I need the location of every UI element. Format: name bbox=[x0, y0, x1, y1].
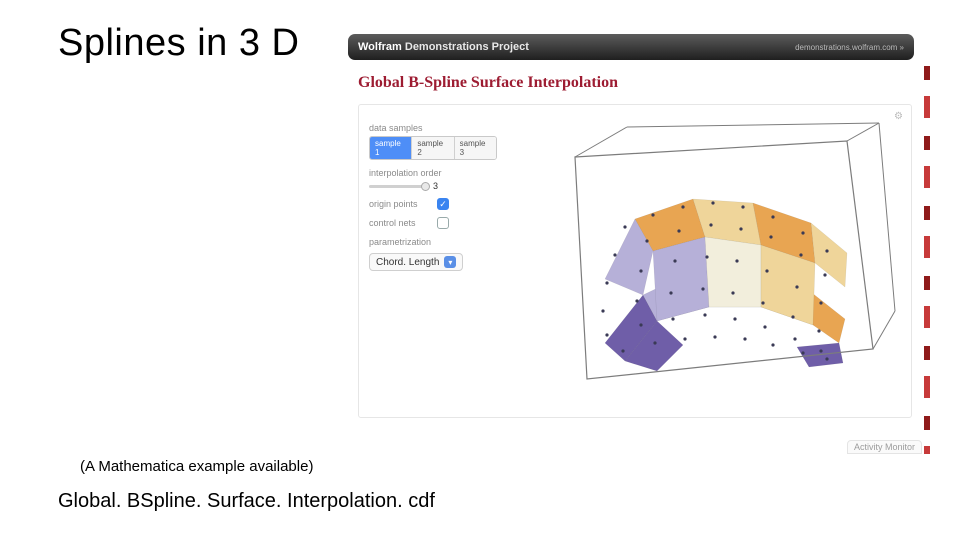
sample-tab-3[interactable]: sample 3 bbox=[454, 137, 496, 159]
activity-monitor-tab: Activity Monitor bbox=[847, 440, 922, 454]
filename-note: Global. BSpline. Surface. Interpolation.… bbox=[58, 490, 435, 513]
demo-title: Global B-Spline Surface Interpolation bbox=[358, 74, 618, 92]
slider-track[interactable] bbox=[369, 185, 429, 188]
slider-knob[interactable] bbox=[421, 182, 430, 191]
chevron-down-icon: ▾ bbox=[444, 256, 456, 268]
demo-frame: ⚙ data samples sample 1 sample 2 sample … bbox=[358, 104, 912, 418]
sample-tab-2[interactable]: sample 2 bbox=[411, 137, 453, 159]
interp-order-slider[interactable]: 3 bbox=[369, 181, 497, 191]
surface-plot bbox=[507, 111, 905, 411]
parametrization-value: Chord. Length bbox=[376, 257, 439, 268]
interp-order-label: interpolation order bbox=[369, 168, 497, 178]
sample-tabs: sample 1 sample 2 sample 3 bbox=[369, 136, 497, 160]
origin-points-checkbox[interactable]: ✓ bbox=[437, 198, 449, 210]
slide-title: Splines in 3 D bbox=[58, 22, 299, 65]
brand-prefix: Wolfram bbox=[358, 41, 402, 53]
control-nets-label: control nets bbox=[369, 218, 431, 228]
parametrization-dropdown[interactable]: Chord. Length ▾ bbox=[369, 253, 463, 271]
topbar-link[interactable]: demonstrations.wolfram.com » bbox=[795, 43, 904, 52]
example-note: (A Mathematica example available) bbox=[80, 458, 313, 475]
brand-rest: Demonstrations Project bbox=[405, 41, 529, 53]
parametrization-label: parametrization bbox=[369, 237, 497, 247]
interp-order-value: 3 bbox=[433, 181, 438, 191]
site-topbar: Wolfram Demonstrations Project demonstra… bbox=[348, 34, 914, 60]
control-nets-checkbox[interactable] bbox=[437, 217, 449, 229]
slide-root: Splines in 3 D (A Mathematica example av… bbox=[0, 0, 960, 540]
sidebar-thumbnails bbox=[924, 66, 930, 454]
data-samples-label: data samples bbox=[369, 123, 497, 133]
sample-tab-1[interactable]: sample 1 bbox=[370, 137, 411, 159]
origin-points-label: origin points bbox=[369, 199, 431, 209]
brand-text: Wolfram Demonstrations Project bbox=[358, 41, 529, 53]
controls-panel: data samples sample 1 sample 2 sample 3 … bbox=[369, 115, 497, 271]
browser-screenshot: Wolfram Demonstrations Project demonstra… bbox=[344, 28, 928, 436]
